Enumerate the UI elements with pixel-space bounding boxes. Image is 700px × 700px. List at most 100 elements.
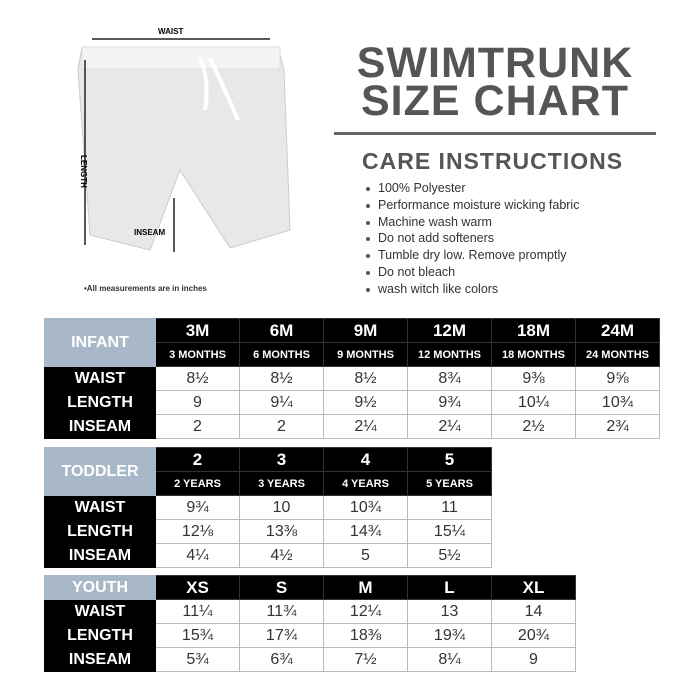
measurement-cell: 8½ [323,366,408,391]
size-header: 3M [155,318,240,343]
size-subheader: 12 MONTHS [407,342,492,367]
measurement-cell: 12¼ [323,599,408,624]
measurement-cell: 9 [491,647,576,672]
measurement-cell: 9⅝ [575,366,660,391]
measurement-cell: 2¾ [575,414,660,439]
waist-label: WAIST [158,27,184,36]
category-label: YOUTH [44,575,156,600]
measurement-cell: 13⅜ [239,519,324,544]
measurement-cell: 2 [239,414,324,439]
category-label: INFANT [44,318,156,367]
care-list: 100% Polyester Performance moisture wicki… [366,180,579,298]
swim-trunks-illustration [77,38,291,252]
size-header: 24M [575,318,660,343]
measurement-cell: 11¼ [155,599,240,624]
table-row: INSEAM 4¼ 4½ 5 5½ [44,543,492,568]
measurement-cell: 11 [407,495,492,520]
measurement-cell: 5½ [407,543,492,568]
size-header: S [239,575,324,600]
table-row: WAIST 8½ 8½ 8½ 8¾ 9⅜ 9⅝ [44,366,660,391]
row-label: WAIST [44,495,156,520]
size-header: 6M [239,318,324,343]
row-label: LENGTH [44,519,156,544]
measurement-cell: 12⅛ [155,519,240,544]
measurement-cell: 5¾ [155,647,240,672]
table-row: LENGTH 12⅛ 13⅜ 14¾ 15¼ [44,519,492,544]
care-item: Performance moisture wicking fabric [366,197,579,214]
measurement-cell: 10¾ [575,390,660,415]
measurement-cell: 14 [491,599,576,624]
size-header: XS [155,575,240,600]
measurement-cell: 20¾ [491,623,576,648]
inseam-label: INSEAM [134,228,166,237]
row-label: WAIST [44,366,156,391]
category-label: TODDLER [44,447,156,496]
measurement-cell: 13 [407,599,492,624]
size-subheader: 3 YEARS [239,471,324,496]
measurement-cell: 8¾ [407,366,492,391]
size-header: 3 [239,447,324,472]
size-header: 2 [155,447,240,472]
table-row: LENGTH 9 9¼ 9½ 9¾ 10¼ 10¾ [44,390,660,415]
row-label: WAIST [44,599,156,624]
row-label: LENGTH [44,623,156,648]
size-subheader: 6 MONTHS [239,342,324,367]
care-heading: CARE INSTRUCTIONS [362,148,624,174]
size-header: 18M [491,318,576,343]
size-subheader: 2 YEARS [155,471,240,496]
measurement-cell: 7½ [323,647,408,672]
divider [334,132,656,135]
measurement-note: •All measurements are in inches [84,284,207,293]
measurement-cell: 10¼ [491,390,576,415]
row-label: INSEAM [44,647,156,672]
measurement-cell: 10¾ [323,495,408,520]
size-subheader: 4 YEARS [323,471,408,496]
measurement-cell: 2¼ [407,414,492,439]
measurement-cell: 8¼ [407,647,492,672]
table-row: INSEAM 2 2 2¼ 2¼ 2½ 2¾ [44,414,660,439]
row-label: INSEAM [44,414,156,439]
length-label: LENGTH [79,155,88,188]
measurement-cell: 18⅜ [323,623,408,648]
measurement-cell: 8½ [239,366,324,391]
size-header: L [407,575,492,600]
table-row: WAIST 9¾ 10 10¾ 11 [44,495,492,520]
size-table-toddler: TODDLER 2 3 4 5 2 YEARS 3 YEARS 4 YEARS 5 YEARS W… [44,447,492,568]
measurement-cell: 2 [155,414,240,439]
care-item: Tumble dry low. Remove promptly [366,247,579,264]
measurement-cell: 19¾ [407,623,492,648]
size-header: 4 [323,447,408,472]
measurement-cell: 5 [323,543,408,568]
measurement-cell: 4¼ [155,543,240,568]
measurement-cell: 9¾ [407,390,492,415]
measurement-cell: 9¼ [239,390,324,415]
measurement-cell: 2¼ [323,414,408,439]
measurement-cell: 14¾ [323,519,408,544]
size-header: M [323,575,408,600]
row-label: INSEAM [44,543,156,568]
table-row: INSEAM 5¾ 6¾ 7½ 8¼ 9 [44,647,576,672]
care-item: wash witch like colors [366,281,579,298]
measurement-cell: 11¾ [239,599,324,624]
table-row: WAIST 11¼ 11¾ 12¼ 13 14 [44,599,576,624]
size-header: 9M [323,318,408,343]
size-subheader: 3 MONTHS [155,342,240,367]
size-table-youth: YOUTH XS S M L XL WAIST 11¼ 11¾ 12¼ 13 14 LENGTH 15¾ 1… [44,575,576,672]
size-subheader: 9 MONTHS [323,342,408,367]
table-row: LENGTH 15¾ 17¾ 18⅜ 19¾ 20¾ [44,623,576,648]
measurement-cell: 15¾ [155,623,240,648]
measurement-cell: 9⅜ [491,366,576,391]
size-subheader: 18 MONTHS [491,342,576,367]
measurement-cell: 10 [239,495,324,520]
page-title: SWIMTRUNK SIZE CHART [356,39,634,125]
care-item: Do not bleach [366,264,579,281]
size-header: XL [491,575,576,600]
care-item: Machine wash warm [366,214,579,231]
measurement-cell: 17¾ [239,623,324,648]
measurement-cell: 2½ [491,414,576,439]
size-subheader: 5 YEARS [407,471,492,496]
measurement-cell: 4½ [239,543,324,568]
size-header: 5 [407,447,492,472]
size-subheader: 24 MONTHS [575,342,660,367]
size-table-infant: INFANT 3M 6M 9M 12M 18M 24M 3 MONTHS 6 MONTHS 9 M… [44,318,660,439]
